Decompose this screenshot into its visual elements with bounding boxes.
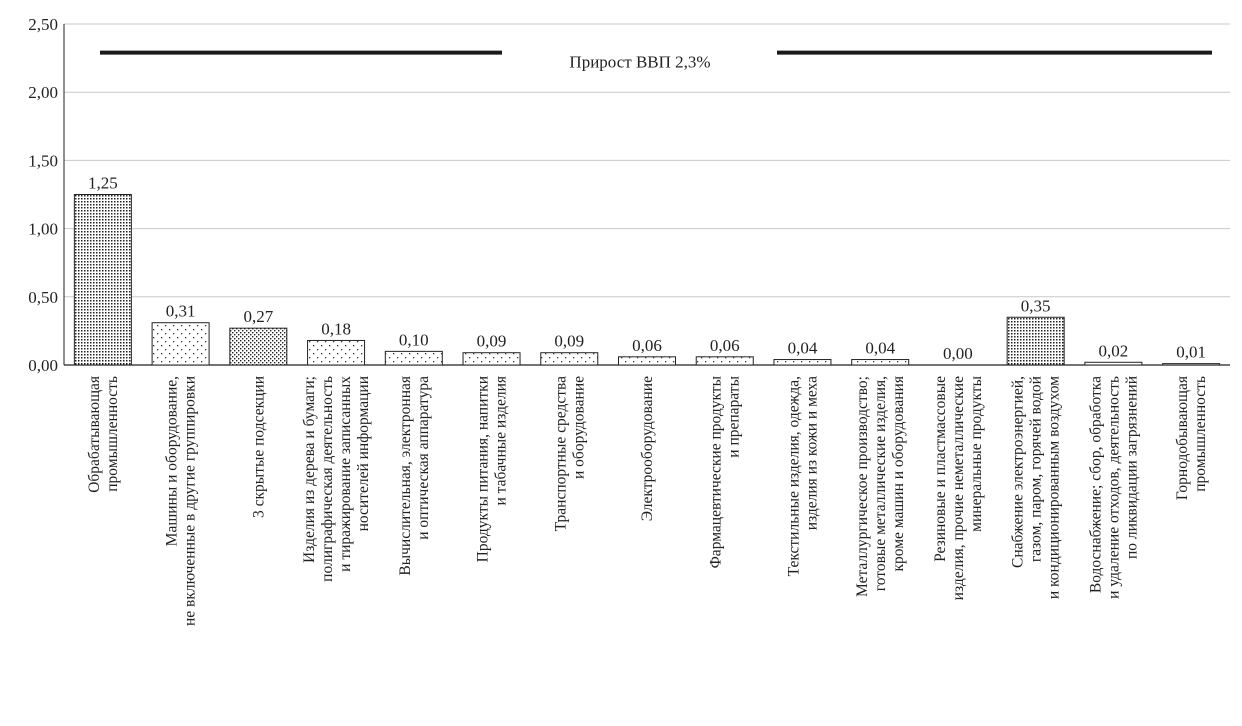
category-label-line: Снабжение электроэнергией, [1010, 376, 1027, 568]
bars [73, 194, 1221, 366]
y-tick-label: 0,50 [28, 288, 58, 307]
category-label-line: 3 скрытые подсекции [250, 376, 267, 518]
category-label-line: и оборудование [570, 376, 587, 479]
category-label-line: и препараты [726, 375, 743, 457]
data-labels: 1,25 0,31 0,27 0,18 0,10 0,09 0,09 0,06 0,06 0,04… [88, 174, 1206, 364]
category-label-line: Фармацевтические продукты [708, 375, 725, 568]
category-label-line: Транспортные средства [552, 376, 569, 531]
bar [851, 359, 910, 366]
category-label-line: готовые металлические изделия, [872, 376, 889, 591]
bar [1084, 361, 1143, 366]
category-label-line: кроме машин и оборудования [890, 376, 907, 572]
bar [540, 352, 599, 366]
bar [151, 322, 210, 366]
grid-lines [64, 23, 1230, 366]
category-label-line: Водоснабжение; сбор, обработка [1087, 376, 1104, 593]
category-label-line: изделия, прочие неметаллические [950, 376, 967, 600]
category-label-line: газом, паром, горячей водой [1028, 376, 1045, 562]
data-label: 1,25 [88, 174, 118, 193]
category-label: Водоснабжение; сбор, обработка и удаление… [1087, 376, 1140, 599]
category-label-line: Металлургическое производство; [854, 376, 871, 597]
category-label: Текстильные изделия, одежда, изделия из к… [785, 376, 820, 576]
category-label: Машины и оборудование, не включенные в др… [164, 376, 199, 626]
bar [695, 356, 754, 366]
category-label-line: носителей информации [355, 376, 372, 531]
category-label: Фармацевтические продукты и препараты [708, 375, 743, 568]
bar [773, 359, 832, 366]
category-label-line: изделия из кожи и меха [803, 376, 820, 530]
category-label: Продукты питания, напитки и табачные изде… [475, 376, 510, 562]
data-label: 0,31 [166, 302, 196, 321]
category-labels: Обрабатывающая промышленность Машины и обо… [86, 375, 1209, 626]
bar [73, 194, 132, 366]
data-label: 0,01 [1176, 343, 1206, 362]
category-label-line: и удаление отходов, деятельность [1105, 376, 1122, 599]
bar [307, 339, 366, 366]
data-label: 0,02 [1099, 341, 1129, 360]
data-label: 0,09 [477, 332, 507, 351]
data-label: 0,09 [554, 332, 584, 351]
reference-line-label: Прирост ВВП 2,3% [569, 53, 710, 72]
y-axis: 0,00 0,50 1,00 1,50 2,00 2,50 [28, 15, 65, 375]
data-label: 0,00 [943, 344, 973, 363]
y-tick-label: 0,00 [28, 356, 58, 375]
data-label: 0,27 [243, 307, 273, 326]
category-label: Горнодобывающая промышленность [1174, 376, 1209, 500]
category-label-line: и кондиционированным воздухом [1046, 376, 1063, 599]
data-label: 0,04 [865, 339, 895, 358]
category-label: Транспортные средства и оборудование [552, 376, 587, 531]
y-tick-label: 1,00 [28, 220, 58, 239]
category-label-line: и тиражирование записанных [337, 376, 354, 572]
category-label: Резиновые и пластмассовые изделия, прочие… [932, 375, 985, 600]
category-label-line: Вычислительная, электронная [397, 376, 414, 576]
data-label: 0,10 [399, 330, 429, 349]
bar [384, 350, 443, 366]
y-tick-label: 1,50 [28, 151, 58, 170]
data-label: 0,35 [1021, 296, 1051, 315]
bar [229, 327, 288, 366]
data-label: 0,06 [710, 336, 740, 355]
category-label-line: Изделия из дерева и бумаги; [301, 376, 318, 563]
gdp-growth-reference: Прирост ВВП 2,3% [100, 50, 1212, 72]
y-tick-label: 2,00 [28, 83, 58, 102]
bar [462, 352, 521, 366]
category-label-line: Электрооборудование [639, 376, 656, 521]
category-label-line: Резиновые и пластмассовые [932, 376, 949, 562]
y-tick-label: 2,50 [28, 15, 58, 34]
category-label-line: промышленность [1192, 376, 1209, 492]
category-label: Изделия из дерева и бумаги; полиграфическ… [301, 376, 372, 582]
category-label: Электрооборудование [639, 376, 656, 521]
category-label: Обрабатывающая промышленность [86, 376, 121, 493]
data-label: 0,06 [632, 336, 662, 355]
category-label-line: не включенные в другие группировки [182, 376, 199, 626]
bar [1162, 363, 1221, 366]
category-label: Металлургическое производство; готовые ме… [854, 376, 907, 597]
category-label-line: промышленность [104, 376, 121, 492]
bar [618, 356, 676, 366]
category-label-line: Продукты питания, напитки [475, 376, 492, 562]
category-label: 3 скрытые подсекции [250, 376, 267, 518]
category-label-line: минеральные продукты [968, 375, 985, 531]
category-label: Вычислительная, электронная и оптическая … [397, 376, 432, 576]
category-label-line: и табачные изделия [493, 376, 510, 505]
data-label: 0,18 [321, 319, 351, 338]
data-label: 0,04 [788, 339, 818, 358]
category-label-line: полиграфическая деятельность [319, 376, 336, 582]
category-label-line: по ликвидации загрязнений [1123, 376, 1140, 559]
category-label-line: Машины и оборудование, [164, 376, 181, 546]
bar [1006, 316, 1065, 366]
category-label-line: Горнодобывающая [1174, 376, 1191, 500]
category-label: Снабжение электроэнергией, газом, паром, … [1010, 376, 1063, 599]
category-label-line: и оптическая аппаратура [415, 376, 432, 540]
category-label-line: Текстильные изделия, одежда, [785, 376, 802, 576]
category-label-line: Обрабатывающая [86, 376, 103, 493]
